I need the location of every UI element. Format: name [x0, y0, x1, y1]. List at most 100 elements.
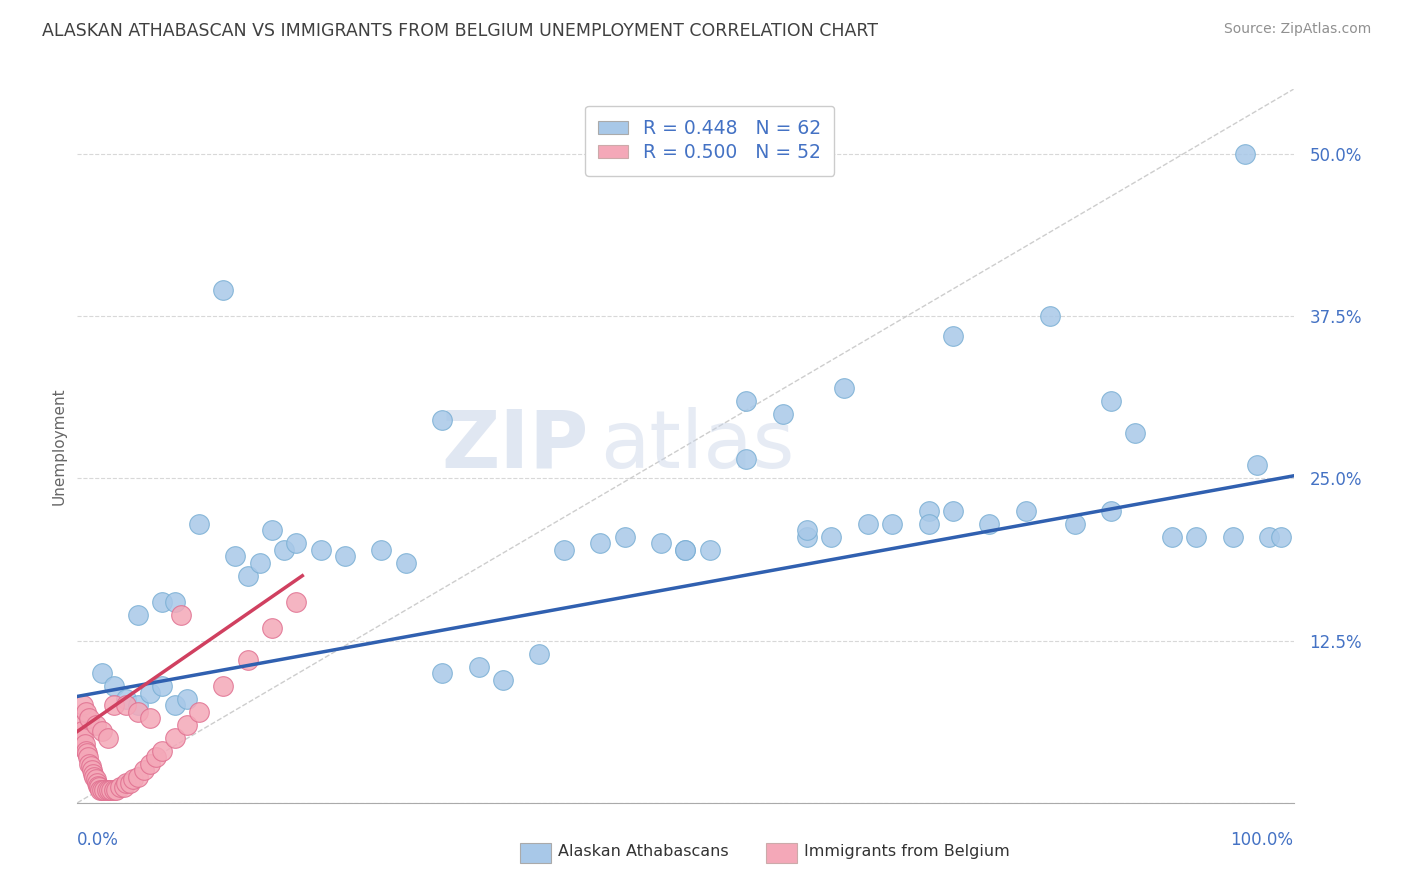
Point — [188, 705, 211, 719]
Point — [83, 770, 105, 784]
Point — [1161, 530, 1184, 544]
Point — [152, 595, 174, 609]
Point — [84, 718, 107, 732]
Point — [856, 516, 879, 531]
Point — [430, 413, 453, 427]
Point — [224, 549, 246, 564]
Point — [127, 770, 149, 784]
Point — [1233, 147, 1256, 161]
Point — [188, 516, 211, 531]
Point — [309, 542, 332, 557]
Point — [1222, 530, 1244, 544]
Point — [163, 595, 186, 609]
Point — [589, 536, 612, 550]
Point — [163, 698, 186, 713]
Point — [112, 780, 135, 795]
Point — [796, 530, 818, 544]
Point — [285, 536, 308, 550]
Point — [163, 731, 186, 745]
Point — [103, 698, 125, 713]
Point — [79, 711, 101, 725]
Point — [675, 542, 697, 557]
Point — [75, 705, 97, 719]
Point — [212, 283, 235, 297]
Point — [176, 718, 198, 732]
Point — [70, 718, 93, 732]
Point — [139, 756, 162, 771]
Point — [273, 542, 295, 557]
Point — [77, 750, 100, 764]
Point — [1270, 530, 1292, 544]
Point — [1258, 530, 1281, 544]
Point — [70, 724, 93, 739]
Point — [882, 516, 904, 531]
Point — [492, 673, 515, 687]
Point — [370, 542, 392, 557]
Point — [115, 776, 138, 790]
Point — [285, 595, 308, 609]
Point — [118, 776, 141, 790]
Point — [152, 679, 174, 693]
Point — [979, 516, 1001, 531]
Point — [80, 764, 103, 778]
Point — [80, 759, 103, 773]
Point — [93, 782, 115, 797]
Point — [87, 779, 110, 793]
Point — [918, 516, 941, 531]
Point — [72, 731, 94, 745]
Point — [212, 679, 235, 693]
Point — [1099, 504, 1122, 518]
Point — [75, 744, 97, 758]
Point — [942, 328, 965, 343]
Point — [820, 530, 842, 544]
Point — [467, 659, 489, 673]
Point — [90, 666, 112, 681]
Point — [613, 530, 636, 544]
Point — [553, 542, 575, 557]
Legend: R = 0.448   N = 62, R = 0.500   N = 52: R = 0.448 N = 62, R = 0.500 N = 52 — [585, 106, 834, 176]
Text: Source: ZipAtlas.com: Source: ZipAtlas.com — [1223, 22, 1371, 37]
Point — [84, 772, 107, 787]
Point — [105, 782, 128, 797]
Point — [699, 542, 721, 557]
Point — [82, 767, 104, 781]
Point — [115, 692, 138, 706]
Point — [735, 452, 758, 467]
Point — [176, 692, 198, 706]
Point — [260, 524, 283, 538]
Point — [918, 504, 941, 518]
Point — [89, 780, 111, 795]
Point — [145, 750, 167, 764]
Point — [97, 782, 120, 797]
Point — [72, 698, 94, 713]
Text: Immigrants from Belgium: Immigrants from Belgium — [804, 845, 1010, 859]
Point — [90, 782, 112, 797]
Point — [1185, 530, 1208, 544]
Point — [1015, 504, 1038, 518]
Point — [1099, 393, 1122, 408]
Point — [832, 381, 855, 395]
Point — [395, 556, 418, 570]
Text: 100.0%: 100.0% — [1230, 831, 1294, 849]
Point — [122, 772, 145, 787]
Point — [100, 782, 122, 797]
Text: atlas: atlas — [600, 407, 794, 485]
Y-axis label: Unemployment: Unemployment — [51, 387, 66, 505]
Point — [1125, 425, 1147, 440]
Point — [675, 542, 697, 557]
Point — [139, 685, 162, 699]
Point — [1039, 310, 1062, 324]
Point — [152, 744, 174, 758]
Point — [796, 524, 818, 538]
Point — [90, 724, 112, 739]
Point — [103, 679, 125, 693]
Point — [79, 756, 101, 771]
Point — [430, 666, 453, 681]
Point — [108, 780, 131, 795]
Point — [76, 747, 98, 761]
Point — [249, 556, 271, 570]
Point — [650, 536, 672, 550]
Point — [260, 621, 283, 635]
Point — [96, 782, 118, 797]
Point — [86, 776, 108, 790]
